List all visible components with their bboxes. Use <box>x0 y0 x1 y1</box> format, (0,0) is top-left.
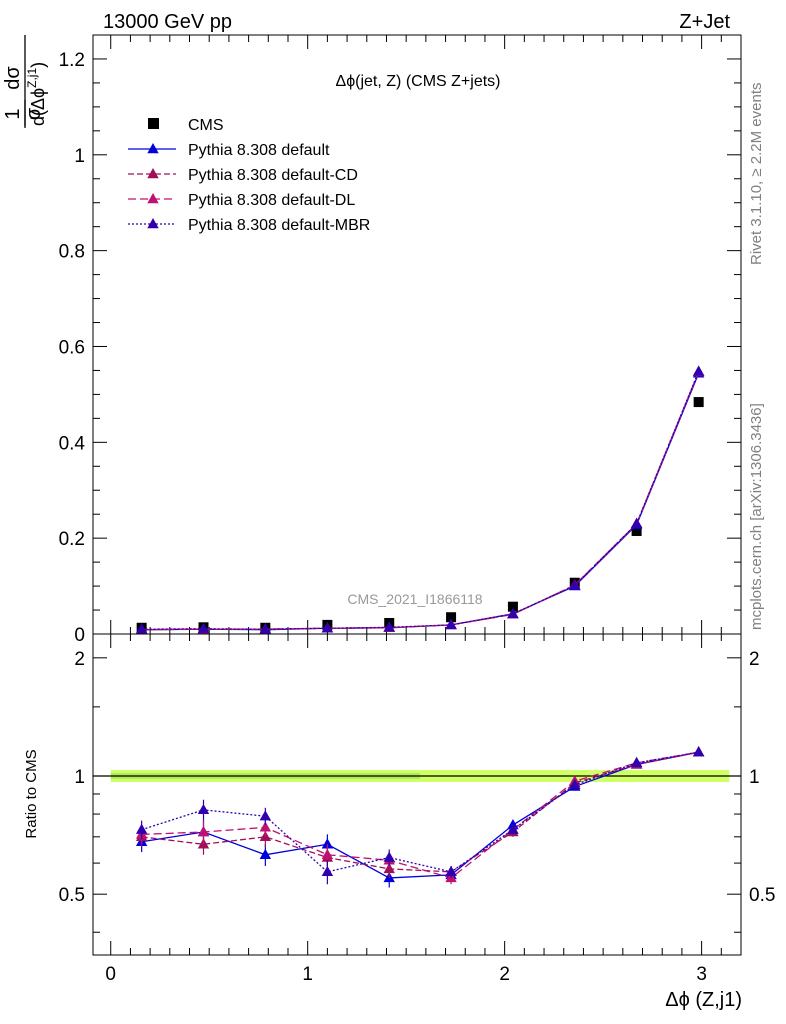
x-tick-label: 1 <box>302 964 313 985</box>
legend-mbr-marker <box>147 218 159 229</box>
ratio-frame <box>92 633 742 956</box>
main-y-ticks: 0 0.2 0.4 0.6 0.8 1 1.2 <box>59 50 741 646</box>
ratio-y-ticks: 0.5 0.5 1 1 2 2 <box>59 649 775 933</box>
main-series <box>135 365 705 634</box>
y-tick-label: 0.6 <box>59 337 85 358</box>
ratio-mbr-marker <box>445 865 457 877</box>
ratio-panel: 0.5 0.5 1 1 2 2 0 1 2 3 Ratio to CMS Δϕ (Z,j1) <box>23 633 775 1011</box>
ratio-tick-label-right: 0.5 <box>749 885 775 906</box>
x-tick-label: 0 <box>105 964 116 985</box>
legend-dl-marker <box>147 193 159 204</box>
main-title: Δϕ(jet, Z) (CMS Z+jets) <box>336 73 501 90</box>
ratio-mbr-marker <box>135 823 148 834</box>
legend-cd-marker <box>147 168 159 179</box>
mbr-marker <box>630 517 643 528</box>
ratio-dl-marker <box>197 826 210 837</box>
legend: CMS Pythia 8.308 default Pythia 8.308 defa… <box>128 117 370 234</box>
legend-cms-marker <box>148 118 159 129</box>
mbr-marker <box>692 365 705 376</box>
ylabel-den: d(ΔϕZ,j1) <box>25 62 48 126</box>
header-energy-label: 13000 GeV pp <box>103 11 232 33</box>
cms-data-point <box>446 612 457 623</box>
ratio-mbr-marker <box>692 746 705 757</box>
legend-default-marker <box>147 143 159 154</box>
ratio-mbr-marker <box>383 851 395 862</box>
ylabel-den-main: d(Δϕ <box>28 88 48 126</box>
y-tick-label: 1.2 <box>59 50 85 71</box>
legend-label: CMS <box>188 117 224 134</box>
mbr-series-line <box>141 371 700 630</box>
mbr-marker <box>197 622 210 633</box>
mbr-marker <box>135 623 148 634</box>
y-tick-label: 0.8 <box>59 242 85 263</box>
cms-data-point <box>507 601 518 612</box>
ratio-mbr-marker <box>321 865 334 877</box>
mbr-marker <box>259 623 272 634</box>
ratio-tick-label: 1 <box>74 767 85 788</box>
ylabel-den-close: ) <box>28 62 48 68</box>
ratio-dl-marker <box>259 821 272 832</box>
main-y-label: 1 σ dσ d(ΔϕZ,j1) <box>2 35 48 128</box>
ratio-mbr-marker <box>507 823 519 834</box>
ratio-mbr-marker <box>630 756 643 768</box>
cms-data-point <box>693 397 704 408</box>
ratio-y-label: Ratio to CMS <box>23 749 40 838</box>
ylabel-num: dσ <box>2 66 24 90</box>
ratio-x-ticks: 0 1 2 3 <box>105 634 722 985</box>
ratio-tick-label: 2 <box>74 649 85 670</box>
ratio-mbr-marker <box>197 803 210 815</box>
ratio-series <box>135 746 705 888</box>
ratio-tick-label-right: 2 <box>749 649 760 670</box>
x-tick-label: 2 <box>499 964 510 985</box>
ylabel-den-sup: Z,j1 <box>25 68 39 88</box>
ratio-x-label: Δϕ (Z,j1) <box>665 989 742 1011</box>
main-panel: 0 0.2 0.4 0.6 0.8 1 1.2 CMS_2021_I1866118 Δϕ(j… <box>2 34 742 646</box>
header-process-label: Z+Jet <box>679 11 730 33</box>
y-tick-label: 1 <box>74 146 85 167</box>
legend-label: Pythia 8.308 default-CD <box>188 167 358 184</box>
ratio-mbr-line <box>141 751 699 873</box>
ratio-default-marker <box>321 838 334 849</box>
ratio-default-line <box>141 751 699 879</box>
mbr-marker <box>321 622 334 633</box>
x-tick-label: 3 <box>696 964 707 985</box>
y-tick-label: 0 <box>74 625 85 646</box>
legend-label: Pythia 8.308 default-DL <box>188 192 355 209</box>
main-watermark: CMS_2021_I1866118 <box>347 591 482 607</box>
mbr-marker <box>569 579 581 590</box>
ratio-tick-label-right: 1 <box>749 767 760 788</box>
legend-label: Pythia 8.308 default <box>188 142 330 159</box>
mbr-marker <box>383 621 395 632</box>
mbr-marker <box>445 618 457 630</box>
mcplots-source-label: mcplots.cern.ch [arXiv:1306.3436] <box>748 403 765 630</box>
y-tick-label: 0.2 <box>59 529 85 550</box>
ratio-default-marker <box>259 848 272 859</box>
ylabel-prefix-den: σ <box>23 107 45 120</box>
ratio-dl-marker <box>321 848 334 859</box>
ratio-tick-label: 0.5 <box>59 885 85 906</box>
main-x-ticks <box>110 35 722 634</box>
cms-data-point <box>631 525 642 536</box>
rivet-version-label: Rivet 3.1.10, ≥ 2.2M events <box>748 83 765 266</box>
y-tick-label: 0.4 <box>59 433 86 454</box>
ylabel-prefix-num: 1 <box>2 108 24 119</box>
ratio-dl-line <box>141 751 699 879</box>
legend-label: Pythia 8.308 default-MBR <box>188 217 370 234</box>
mbr-marker <box>507 607 519 619</box>
ratio-mbr-marker <box>569 778 581 789</box>
ratio-mbr-marker <box>259 810 272 821</box>
